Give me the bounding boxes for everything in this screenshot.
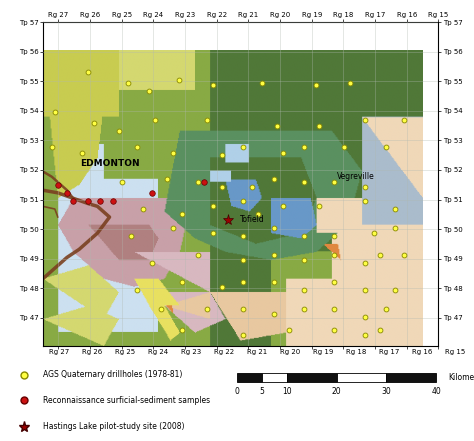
Text: Rg 22: Rg 22 [214, 349, 234, 355]
Text: Rg 15: Rg 15 [445, 349, 465, 355]
Text: AGS Quaternary drillholes (1978-81): AGS Quaternary drillholes (1978-81) [43, 370, 182, 379]
Text: 0: 0 [235, 387, 239, 396]
Text: Rg 23: Rg 23 [181, 349, 201, 355]
Text: Rg 17: Rg 17 [379, 349, 399, 355]
Text: Hastings Lake pilot-study site (2008): Hastings Lake pilot-study site (2008) [43, 422, 184, 431]
Text: 5: 5 [259, 387, 264, 396]
Bar [262, 373, 287, 382]
Text: Rg 24: Rg 24 [148, 349, 168, 355]
Text: Vegreville: Vegreville [337, 172, 374, 181]
Text: Rg 19: Rg 19 [313, 349, 333, 355]
Text: Rg 21: Rg 21 [247, 349, 267, 355]
Text: Reconnaissance surficial-sediment samples: Reconnaissance surficial-sediment sample… [43, 396, 210, 405]
Text: Rg 18: Rg 18 [346, 349, 366, 355]
Text: Tofield: Tofield [240, 215, 265, 224]
Text: Kilometres: Kilometres [448, 373, 474, 382]
Bar [237, 373, 262, 382]
Text: 40: 40 [431, 387, 441, 396]
Text: Rg 20: Rg 20 [280, 349, 300, 355]
Text: 30: 30 [382, 387, 391, 396]
Text: Rg 27: Rg 27 [49, 349, 69, 355]
Text: Rg 16: Rg 16 [412, 349, 432, 355]
Text: Rg 25: Rg 25 [115, 349, 135, 355]
Text: EDMONTON: EDMONTON [80, 159, 139, 168]
Text: Rg 26: Rg 26 [82, 349, 102, 355]
Text: 10: 10 [282, 387, 292, 396]
Text: 20: 20 [332, 387, 341, 396]
